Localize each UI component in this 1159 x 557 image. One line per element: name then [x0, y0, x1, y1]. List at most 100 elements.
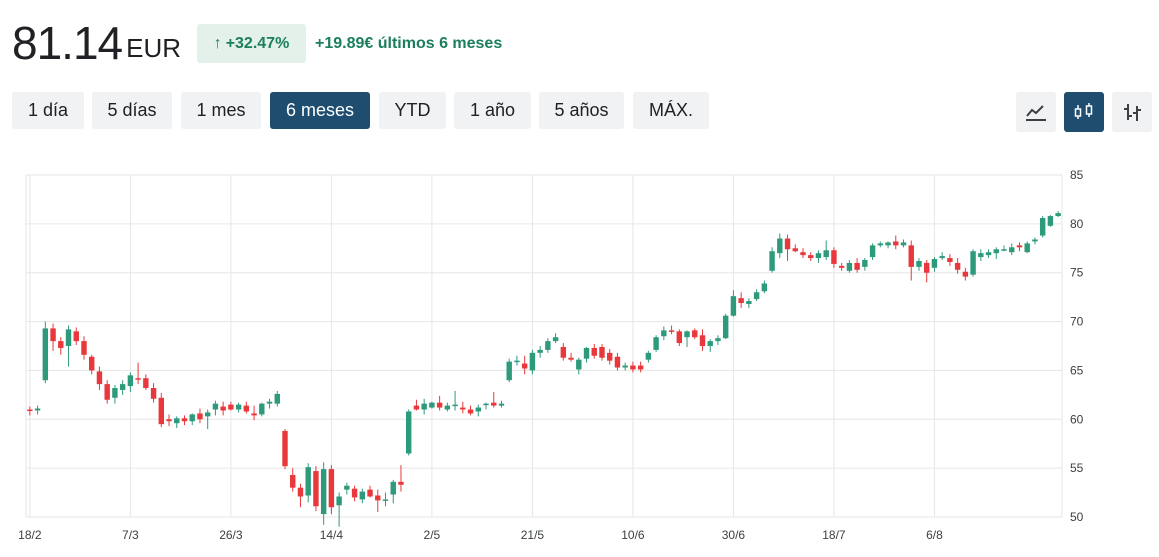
- candlestick-chart-icon: [1074, 103, 1093, 119]
- candle-body: [931, 259, 938, 268]
- y-tick-label: 75: [1070, 266, 1084, 280]
- candle: [692, 328, 698, 340]
- candle-body: [568, 357, 574, 360]
- candle-body: [769, 251, 775, 271]
- plot-border: [25, 174, 1063, 518]
- candle: [923, 260, 930, 283]
- candle: [722, 313, 729, 340]
- candle: [730, 290, 737, 317]
- candle-body: [181, 418, 188, 422]
- candle-body: [908, 245, 914, 267]
- range-button-1-month[interactable]: 1 mes: [181, 92, 261, 129]
- candle-body: [42, 328, 49, 381]
- candle-body: [823, 250, 829, 258]
- candle: [104, 380, 110, 404]
- candle-body: [413, 405, 420, 410]
- candle: [506, 358, 512, 383]
- range-button-6-months[interactable]: 6 meses: [270, 92, 370, 129]
- candle: [699, 329, 706, 351]
- candle-body: [978, 253, 984, 258]
- candle: [552, 333, 559, 344]
- line-chart-button[interactable]: [1016, 92, 1056, 132]
- y-tick-label: 50: [1070, 510, 1084, 524]
- candle: [181, 415, 188, 426]
- candle-body: [1032, 239, 1038, 242]
- candle: [112, 385, 118, 404]
- ohlc-chart-button[interactable]: [1112, 92, 1152, 132]
- range-button-1-year[interactable]: 1 año: [454, 92, 531, 129]
- candle-body: [50, 328, 56, 342]
- candle-body: [730, 296, 737, 316]
- candle: [962, 267, 969, 281]
- candle: [135, 362, 141, 385]
- x-axis-ticks: 18/2 7/3 26/3 14/4 2/5 21/5 10/6 30/6 18/7 6/8: [18, 528, 943, 542]
- candle: [274, 390, 280, 407]
- candle: [320, 462, 327, 525]
- candle: [761, 280, 768, 294]
- candle: [808, 252, 814, 261]
- candle: [568, 352, 574, 362]
- range-button-1-day[interactable]: 1 día: [12, 92, 84, 129]
- candle-body: [89, 356, 95, 371]
- candle-body: [243, 405, 250, 412]
- candle: [34, 405, 41, 415]
- candle-body: [1016, 245, 1023, 248]
- candle: [637, 361, 644, 373]
- candle: [916, 258, 922, 271]
- candle-body: [220, 406, 226, 411]
- candle: [753, 289, 760, 302]
- candle: [235, 402, 242, 413]
- candle-body: [599, 346, 605, 358]
- candle-body: [800, 252, 806, 256]
- candle: [576, 357, 582, 375]
- candle-body: [831, 250, 837, 264]
- candle: [73, 327, 79, 346]
- candle: [220, 401, 226, 416]
- candle: [862, 258, 868, 271]
- candle: [908, 240, 914, 281]
- candle: [96, 366, 103, 390]
- candle: [846, 260, 853, 273]
- candle: [622, 362, 628, 371]
- candle: [197, 408, 203, 424]
- line-chart-icon: [1026, 105, 1046, 121]
- candle-body: [475, 407, 481, 412]
- range-button-max[interactable]: MÁX.: [633, 92, 709, 129]
- candle-body: [398, 481, 404, 485]
- candle: [351, 485, 358, 502]
- candle: [869, 243, 876, 261]
- candle-body: [985, 252, 992, 256]
- candle: [375, 489, 381, 513]
- range-button-5-years[interactable]: 5 años: [539, 92, 624, 129]
- candle: [931, 257, 938, 272]
- candle-body: [792, 248, 798, 252]
- candle: [367, 485, 373, 498]
- x-tick-label: 18/2: [18, 528, 42, 542]
- candlestick-chart-button[interactable]: [1064, 92, 1104, 132]
- candle-body: [993, 249, 999, 254]
- candle: [89, 354, 95, 375]
- candle-body: [715, 338, 721, 342]
- candle-body: [104, 384, 110, 400]
- candle-body: [367, 489, 373, 497]
- candle-body: [947, 258, 953, 262]
- candle: [792, 244, 798, 253]
- candle: [266, 398, 273, 409]
- candle: [212, 400, 219, 416]
- range-button-ytd[interactable]: YTD: [379, 92, 446, 129]
- candle: [607, 348, 613, 365]
- candle: [630, 361, 636, 373]
- candle: [599, 344, 605, 361]
- candle-body: [1009, 247, 1015, 253]
- candle-body: [336, 496, 342, 506]
- candle-body: [34, 408, 41, 411]
- candle-body: [1039, 217, 1046, 236]
- candle: [521, 355, 528, 375]
- candle-body: [970, 251, 976, 275]
- candle: [313, 466, 319, 512]
- candle: [777, 233, 783, 259]
- candle: [738, 292, 744, 308]
- percent-change-value: +32.47%: [225, 34, 290, 52]
- candle: [591, 344, 597, 359]
- range-button-5-days[interactable]: 5 días: [92, 92, 172, 129]
